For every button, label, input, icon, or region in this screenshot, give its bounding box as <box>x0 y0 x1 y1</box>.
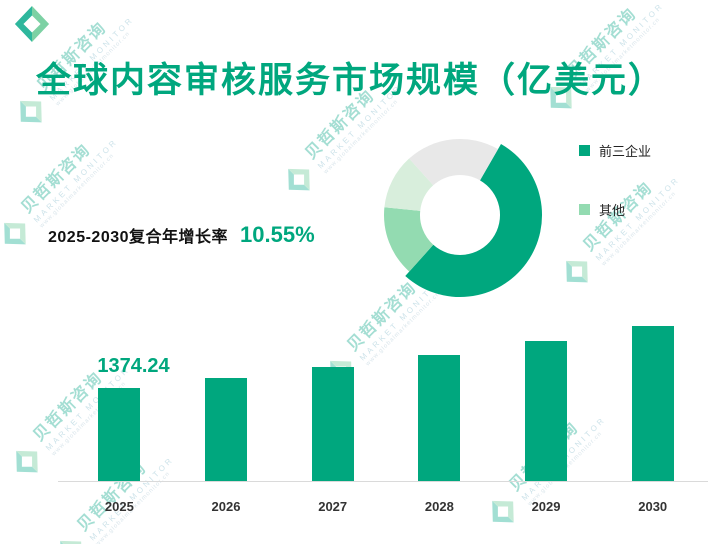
legend-swatch <box>579 145 590 156</box>
brand-logo-icon <box>566 260 588 283</box>
donut-hole <box>420 175 500 255</box>
legend-item: 其他 <box>579 200 651 219</box>
x-axis-label: 2026 <box>211 499 241 514</box>
bar-column: 1374.24 <box>66 324 173 482</box>
watermark-brand: 贝哲斯咨询 <box>18 140 95 217</box>
bar-2029 <box>525 341 568 482</box>
donut-slice-1 <box>383 207 434 272</box>
bar-column <box>173 324 280 482</box>
bar-2030 <box>631 326 674 482</box>
brand-logo-icon <box>14 5 50 43</box>
brand-logo-icon <box>288 168 310 191</box>
cagr-value: 10.55% <box>240 222 315 247</box>
x-axis-label: 2028 <box>424 499 454 514</box>
bar-column <box>279 324 386 482</box>
x-axis-label: 2025 <box>104 499 134 514</box>
brand-logo-icon <box>16 450 38 473</box>
donut-slice-2 <box>384 158 434 211</box>
legend-label: 前三企业 <box>599 144 652 159</box>
donut-chart <box>383 138 543 298</box>
brand-logo-icon <box>4 222 26 245</box>
legend-swatch <box>579 204 590 215</box>
bar-column <box>599 324 706 482</box>
donut-slice-3 <box>409 138 498 186</box>
x-axis-labels: 2025 2026 2027 2028 2029 2030 <box>66 499 706 514</box>
bar-value-label: 1374.24 <box>97 354 170 377</box>
bar-2028 <box>418 354 461 482</box>
cagr-label: 2025-2030复合年增长率 <box>48 229 229 246</box>
x-axis-line <box>58 481 708 482</box>
page-title: 全球内容审核服务市场规模（亿美元） <box>36 61 666 100</box>
bar-chart: 1374.24 2025 2026 2027 2028 2029 2030 <box>58 294 708 544</box>
watermark-subtitle: MARKET MONITOR <box>31 136 120 225</box>
x-axis-label: 2030 <box>638 499 668 514</box>
bar-2027 <box>311 366 354 482</box>
bar-column <box>386 324 493 482</box>
legend-label: 其他 <box>599 203 626 218</box>
bar-column <box>493 324 600 482</box>
bar-2026 <box>205 377 247 482</box>
bar-2025 <box>98 387 141 482</box>
brand-logo <box>13 5 51 43</box>
bars-area: 1374.24 <box>66 324 706 482</box>
watermark-url: www.globalmarketmonitor.cn <box>39 152 116 230</box>
x-axis-label: 2027 <box>318 499 348 514</box>
x-axis-label: 2029 <box>531 499 561 514</box>
cagr-callout: 2025-2030复合年增长率 10.55% <box>48 222 315 248</box>
donut-slice-0 <box>405 143 543 298</box>
chart-legend: 前三企业 其他 <box>579 141 651 219</box>
legend-item: 前三企业 <box>579 141 651 160</box>
